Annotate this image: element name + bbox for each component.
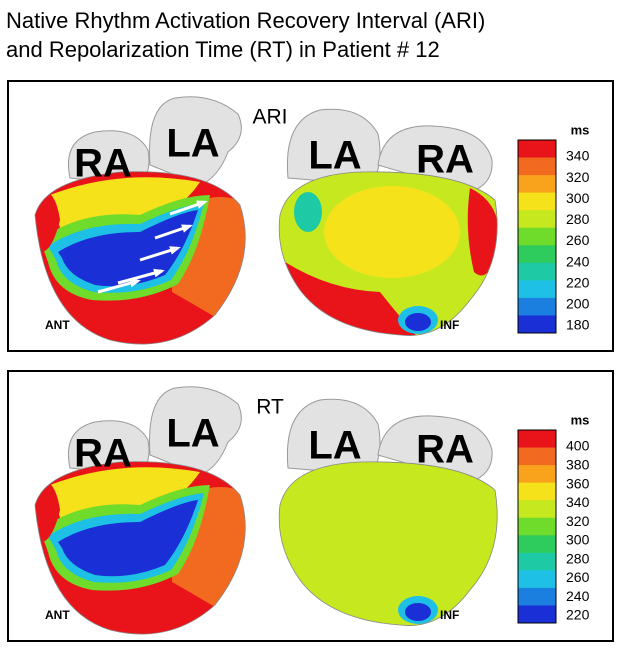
colorbar-tick-label: 380 xyxy=(566,456,590,472)
atrium-label: RA xyxy=(416,138,474,182)
ventricle-outline xyxy=(34,171,246,345)
colorbar-tick-label: 280 xyxy=(566,550,590,566)
panel-label: ARI xyxy=(252,106,287,129)
colorbar-tick-label: 220 xyxy=(566,274,590,290)
colorbar-band xyxy=(518,157,556,176)
colorbar-tick-label: 400 xyxy=(566,438,590,454)
map-region xyxy=(58,210,198,287)
map-region xyxy=(285,262,425,336)
colorbar-band xyxy=(518,227,556,246)
panel: RT RA LA ANT LA RA INF ms 400 380 360 340 320 300 280 2… xyxy=(7,370,614,642)
title-line: and Repolarization Time (RT) in Patient … xyxy=(6,37,440,62)
colorbar-band xyxy=(518,535,556,554)
arrow-head xyxy=(169,246,181,255)
ventricle-outline xyxy=(278,171,498,336)
view-label: ANT xyxy=(45,608,70,622)
colorbar-tick-label: 320 xyxy=(566,513,590,529)
map-region xyxy=(294,192,322,232)
colorbar-band xyxy=(518,262,556,281)
colorbar-band xyxy=(518,447,556,466)
colorbar-band xyxy=(518,465,556,484)
colorbar-tick-label: 360 xyxy=(566,475,590,491)
colorbar-tick-label: 220 xyxy=(566,607,590,623)
colorbar-band xyxy=(518,500,556,519)
panel-label: RT xyxy=(256,396,284,419)
colorbar-tick-label: 280 xyxy=(566,211,590,227)
colorbar-band xyxy=(518,517,556,536)
map-region xyxy=(58,500,198,577)
atrium-label: LA xyxy=(308,134,361,178)
colorbar-frame xyxy=(517,429,557,624)
view-label: INF xyxy=(440,608,459,622)
colorbar-band xyxy=(518,552,556,571)
colorbar-band xyxy=(518,315,556,334)
title-line: Native Rhythm Activation Recovery Interv… xyxy=(6,8,485,33)
panel: ARI RA LA ANT LA RA INF ms 340 320 300 280 260 240 220… xyxy=(7,80,614,352)
arrow-head xyxy=(129,278,141,288)
colorbar-tick-label: 340 xyxy=(566,494,590,510)
colorbar-band xyxy=(518,297,556,316)
map-region xyxy=(35,189,60,252)
colorbar-tick-label: 260 xyxy=(566,569,590,585)
colorbar-tick-label: 260 xyxy=(566,232,590,248)
arrow-head xyxy=(153,268,165,278)
atrium-label: RA xyxy=(74,142,132,186)
colorbar-band xyxy=(518,245,556,264)
colorbar-band xyxy=(518,570,556,589)
colorbar-tick-label: 300 xyxy=(566,190,590,206)
arrow-head xyxy=(181,224,193,233)
colorbar-unit: ms xyxy=(571,412,590,427)
atrium xyxy=(149,386,242,476)
panel-frame xyxy=(7,370,614,642)
colorbar-tick-label: 180 xyxy=(566,317,590,333)
colorbar-tick-label: 240 xyxy=(566,253,590,269)
heart-map xyxy=(35,461,246,635)
view-label: ANT xyxy=(45,318,70,332)
heart-map xyxy=(279,461,498,626)
colorbar-tick-label: 300 xyxy=(566,532,590,548)
colorbar-band xyxy=(518,140,556,159)
map-region xyxy=(324,186,460,278)
panel-frame xyxy=(7,80,614,352)
view-label: INF xyxy=(440,318,459,332)
map-region xyxy=(405,603,431,621)
arrow-head xyxy=(196,200,208,209)
colorbar-band xyxy=(518,587,556,606)
atrium-label: RA xyxy=(416,428,474,472)
colorbar-band xyxy=(518,175,556,194)
colorbar-tick-label: 200 xyxy=(566,296,590,312)
colorbar-tick-label: 340 xyxy=(566,148,590,164)
map-region xyxy=(279,461,498,626)
map-region xyxy=(405,313,431,331)
colorbar-band xyxy=(518,482,556,501)
atrium-label: LA xyxy=(166,412,219,456)
atrium xyxy=(377,415,493,483)
ventricle-outline xyxy=(278,461,498,626)
map-region xyxy=(35,479,60,542)
colorbar-frame xyxy=(517,139,557,334)
colorbar-band xyxy=(518,430,556,449)
atrium xyxy=(149,96,242,186)
heart-map xyxy=(279,171,498,336)
colorbar-band xyxy=(518,605,556,624)
ventricle-outline xyxy=(34,461,246,635)
atrium-label: LA xyxy=(166,122,219,166)
map-region xyxy=(467,188,498,276)
atrium xyxy=(377,125,493,193)
atrium-label: RA xyxy=(74,432,132,476)
colorbar-band xyxy=(518,192,556,211)
colorbar-tick-label: 240 xyxy=(566,588,590,604)
colorbar-tick-label: 320 xyxy=(566,169,590,185)
atrium-label: LA xyxy=(308,424,361,468)
colorbar-unit: ms xyxy=(571,122,590,137)
colorbar-band xyxy=(518,280,556,299)
colorbar-band xyxy=(518,210,556,229)
